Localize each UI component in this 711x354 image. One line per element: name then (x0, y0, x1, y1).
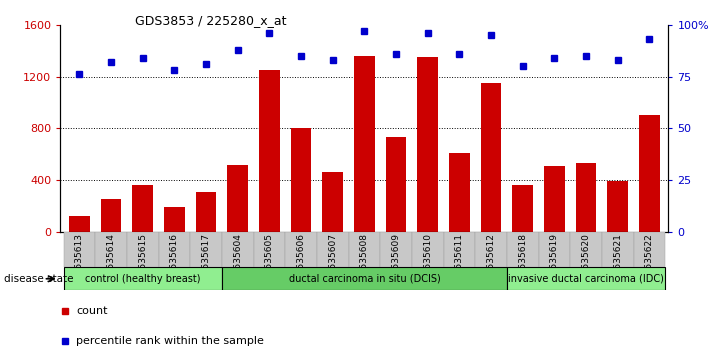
Bar (95, 232, 127, 267)
Bar (507, 267, 665, 290)
Bar (222, 232, 254, 267)
Bar (576, 163, 597, 232)
Text: GSM535609: GSM535609 (392, 233, 400, 288)
Text: count: count (77, 306, 108, 316)
Bar (513, 185, 533, 232)
Bar (259, 70, 279, 232)
Text: GSM535612: GSM535612 (486, 233, 496, 288)
Bar (317, 232, 348, 267)
Bar (254, 232, 285, 267)
Bar (196, 192, 216, 232)
Text: GSM535613: GSM535613 (75, 233, 84, 288)
Bar (607, 181, 628, 232)
Text: control (healthy breast): control (healthy breast) (85, 274, 201, 284)
Bar (380, 232, 412, 267)
Text: GSM535615: GSM535615 (138, 233, 147, 288)
Bar (159, 232, 191, 267)
Text: GSM535619: GSM535619 (550, 233, 559, 288)
Text: GDS3853 / 225280_x_at: GDS3853 / 225280_x_at (135, 14, 287, 27)
Text: GSM535605: GSM535605 (265, 233, 274, 288)
Bar (127, 232, 159, 267)
Text: ductal carcinoma in situ (DCIS): ductal carcinoma in situ (DCIS) (289, 274, 440, 284)
Text: GSM535611: GSM535611 (455, 233, 464, 288)
Text: GSM535616: GSM535616 (170, 233, 179, 288)
Text: GSM535622: GSM535622 (645, 233, 654, 288)
Text: GSM535610: GSM535610 (423, 233, 432, 288)
Text: percentile rank within the sample: percentile rank within the sample (77, 336, 264, 346)
Text: GSM535608: GSM535608 (360, 233, 369, 288)
Bar (348, 232, 380, 267)
Text: GSM535620: GSM535620 (582, 233, 591, 288)
Bar (322, 172, 343, 232)
Bar (191, 232, 222, 267)
Bar (634, 232, 665, 267)
Bar (63, 232, 95, 267)
Bar (101, 199, 122, 232)
Bar (507, 232, 538, 267)
Bar (602, 232, 634, 267)
Bar (164, 207, 185, 232)
Bar (132, 185, 153, 232)
Text: GSM535614: GSM535614 (107, 233, 116, 288)
Text: GSM535617: GSM535617 (202, 233, 210, 288)
Bar (544, 166, 565, 232)
Text: disease state: disease state (4, 274, 73, 284)
Bar (354, 56, 375, 232)
Text: GSM535621: GSM535621 (613, 233, 622, 288)
Bar (63, 267, 222, 290)
Bar (538, 232, 570, 267)
Bar (69, 216, 90, 232)
Bar (228, 165, 248, 232)
Bar (481, 83, 501, 232)
Bar (386, 137, 407, 232)
Bar (475, 232, 507, 267)
Bar (222, 267, 507, 290)
Text: invasive ductal carcinoma (IDC): invasive ductal carcinoma (IDC) (508, 274, 664, 284)
Text: GSM535618: GSM535618 (518, 233, 527, 288)
Text: GSM535604: GSM535604 (233, 233, 242, 288)
Bar (570, 232, 602, 267)
Text: GSM535607: GSM535607 (328, 233, 337, 288)
Bar (449, 153, 470, 232)
Bar (285, 232, 317, 267)
Bar (444, 232, 475, 267)
Text: GSM535606: GSM535606 (296, 233, 306, 288)
Bar (417, 57, 438, 232)
Bar (639, 115, 660, 232)
Bar (291, 128, 311, 232)
Bar (412, 232, 444, 267)
